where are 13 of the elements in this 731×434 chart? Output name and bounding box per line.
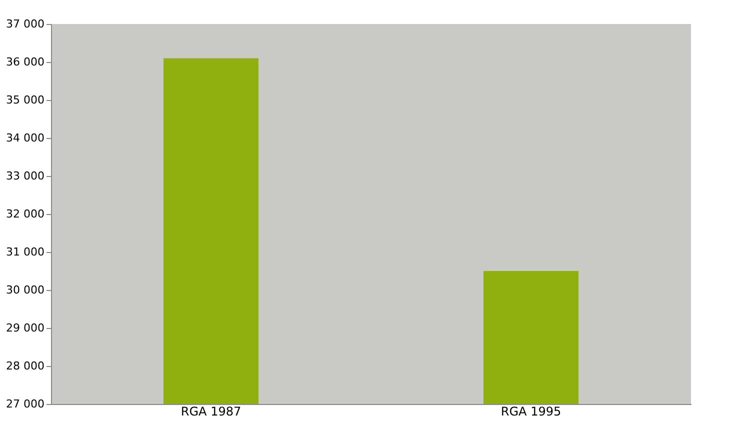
x-tick-label: RGA 1995 (500, 404, 562, 418)
y-tick-label: 29 000 (6, 322, 44, 334)
y-tick-label: 28 000 (6, 360, 44, 372)
y-tick-label: 32 000 (6, 208, 44, 220)
y-tick-label: 30 000 (6, 284, 44, 296)
y-tick-label: 33 000 (6, 170, 44, 182)
y-tick-label: 27 000 (6, 398, 44, 410)
y-tick-label: 35 000 (6, 94, 44, 106)
y-tick-label: 31 000 (6, 246, 44, 258)
y-tick-label: 36 000 (6, 56, 44, 68)
y-tick-label: 37 000 (6, 18, 44, 30)
x-tick-label: RGA 1987 (180, 404, 242, 418)
y-tick-label: 34 000 (6, 132, 44, 144)
